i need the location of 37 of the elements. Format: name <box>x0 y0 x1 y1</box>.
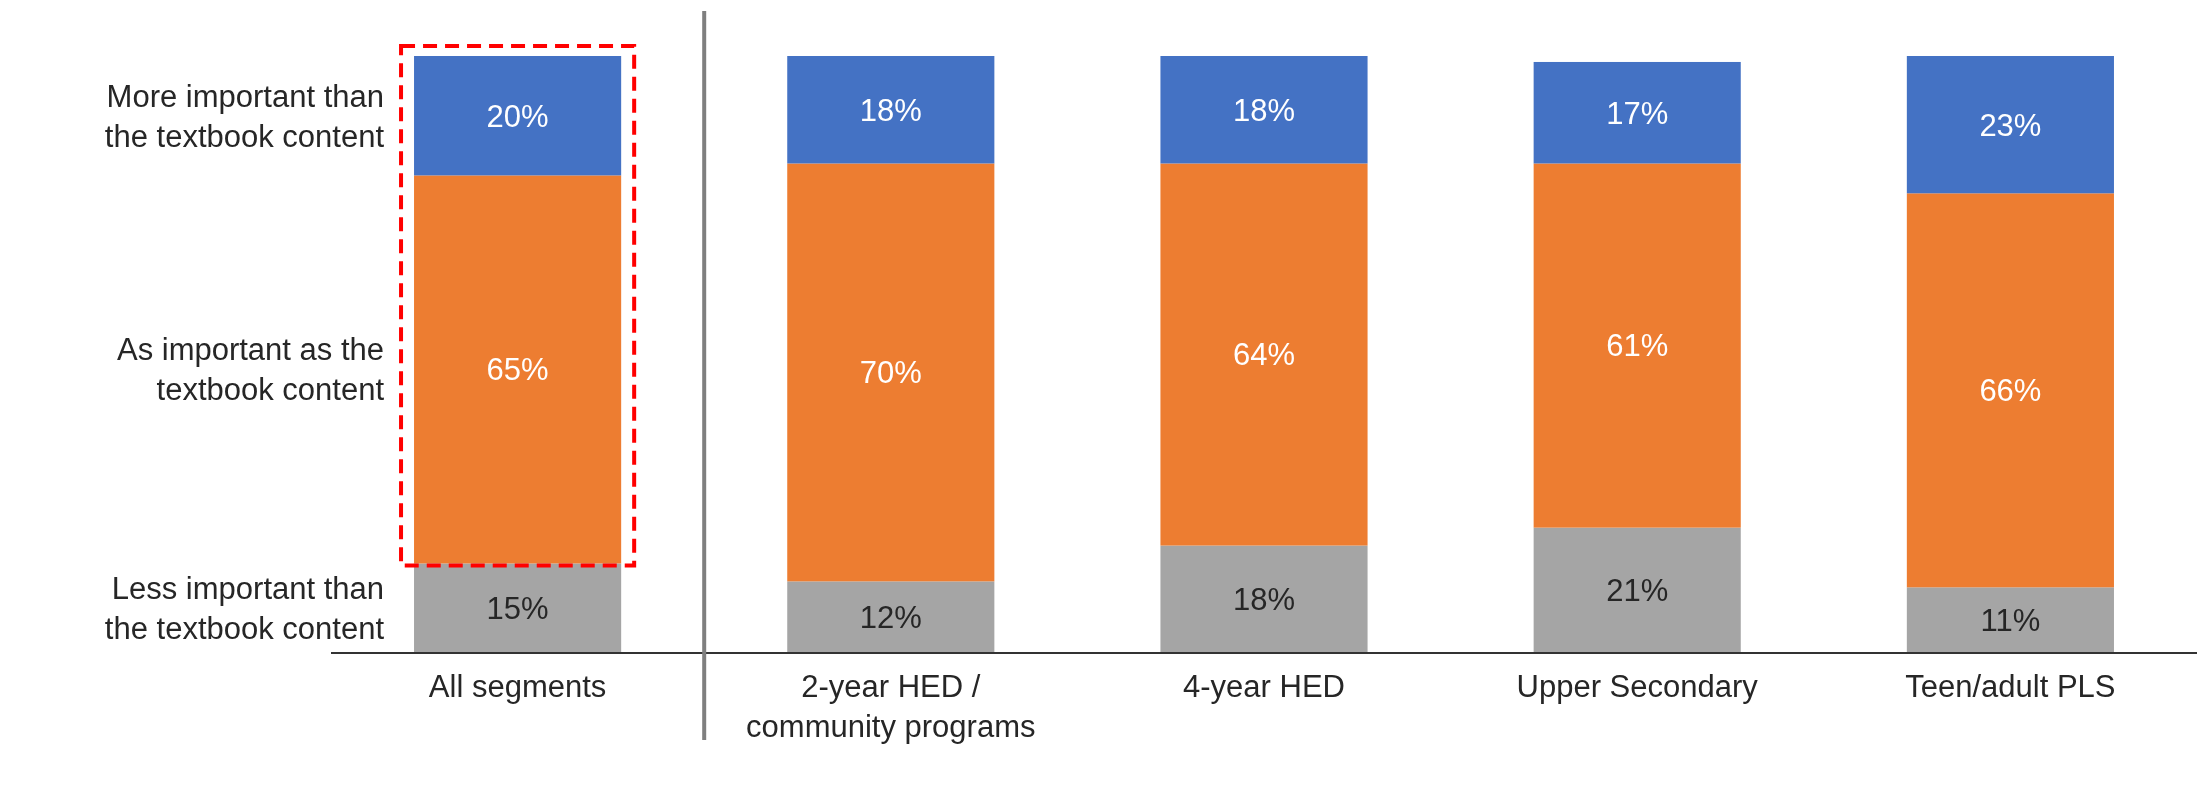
series-label: Less important than the textbook content <box>104 571 385 647</box>
series-label: More important than the textbook content <box>104 78 385 154</box>
x-tick-label: All segments <box>428 669 607 704</box>
data-label: 21% <box>1606 573 1669 609</box>
data-label: 11% <box>1980 603 2041 639</box>
bar <box>1160 163 1368 546</box>
data-label: 15% <box>486 591 549 627</box>
bar <box>1533 527 1741 653</box>
series-label: As important as the textbook content <box>116 332 385 408</box>
bar <box>1906 587 2114 653</box>
bar <box>787 56 995 164</box>
data-label: 12% <box>859 600 922 636</box>
bar <box>1533 163 1741 528</box>
data-label: 18% <box>1232 582 1296 618</box>
bar <box>1160 56 1368 164</box>
bar <box>1906 56 2114 194</box>
bar <box>414 56 622 176</box>
bar <box>1160 545 1368 653</box>
data-label: 18% <box>859 92 922 128</box>
data-label: 18% <box>1232 92 1296 128</box>
bar <box>787 581 995 653</box>
bar <box>1906 193 2114 588</box>
data-label: 17% <box>1606 95 1669 131</box>
data-label: 61% <box>1606 328 1669 364</box>
data-label: 64% <box>1232 337 1296 373</box>
data-label: 65% <box>486 352 549 388</box>
data-label: 70% <box>859 355 922 391</box>
data-label: 20% <box>486 98 549 134</box>
x-tick-label: 2-year HED / community programs <box>746 669 1036 744</box>
data-label: 66% <box>1979 373 2042 409</box>
x-tick-label: Teen/adult PLS <box>1905 669 2116 704</box>
bar <box>787 163 995 582</box>
bar <box>414 563 622 653</box>
bar <box>1533 61 1741 164</box>
x-tick-label: 4-year HED <box>1183 669 1345 704</box>
x-tick-label: Upper Secondary <box>1516 669 1759 704</box>
data-label: 23% <box>1979 107 2042 143</box>
